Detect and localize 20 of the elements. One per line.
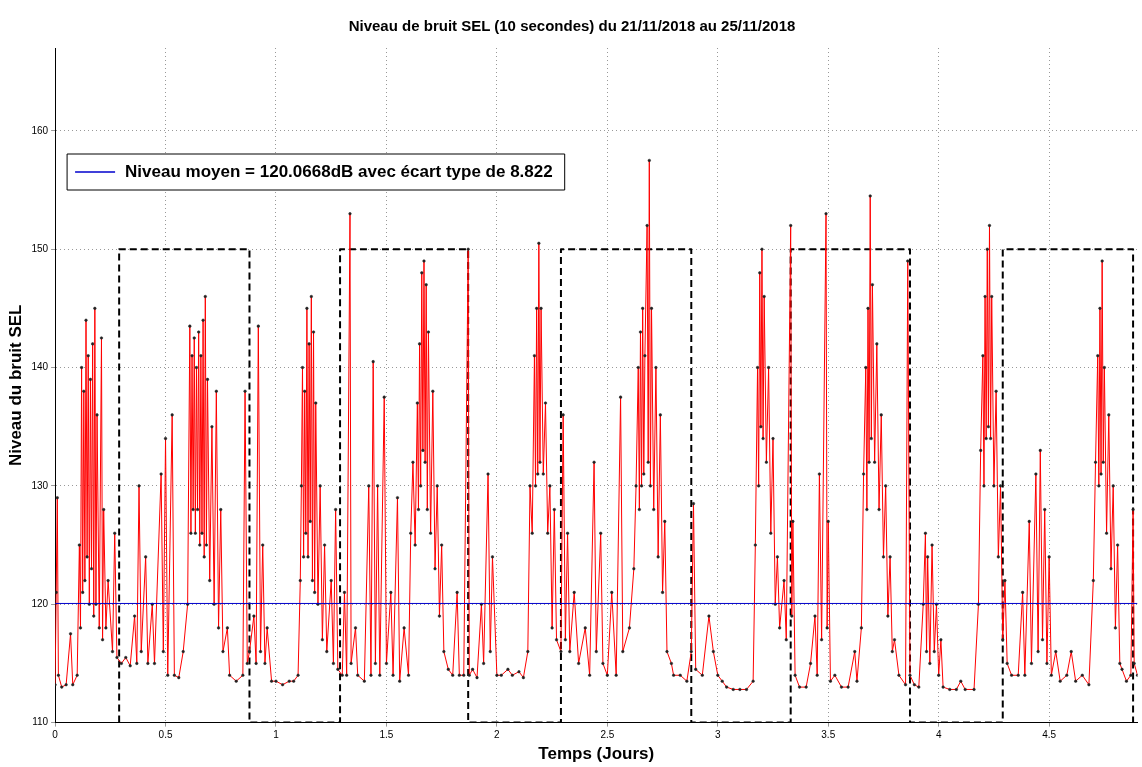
y-axis-title: Niveau du bruit SEL <box>5 304 25 467</box>
y-tick-label: 120 <box>31 598 49 609</box>
x-tick-label: 2.5 <box>600 729 615 741</box>
y-tick-label: 140 <box>31 361 49 373</box>
x-tick-label: 4.5 <box>1042 729 1057 741</box>
x-tick-label: 4 <box>935 729 942 741</box>
x-tick-label: 3 <box>715 729 722 741</box>
y-tick-label: 110 <box>32 716 49 728</box>
y-tick-label: 130 <box>31 479 49 491</box>
x-tick-label: 0 <box>52 729 59 741</box>
legend-label: Niveau moyen = 120.0668dB avec écart type de 8.822 <box>125 161 553 181</box>
y-tick-label: 160 <box>31 124 49 136</box>
x-axis-title: Temps (Jours) <box>538 744 655 764</box>
chart-title: Niveau de bruit SEL (10 secondes) du 21/11/2018 au 25/11/2018 <box>348 17 796 35</box>
x-tick-label: 2 <box>494 729 501 741</box>
x-tick-label: 1.5 <box>379 729 394 741</box>
y-tick-label: 150 <box>31 242 49 254</box>
x-tick-label: 0.5 <box>158 729 173 741</box>
x-tick-label: 3.5 <box>821 729 836 741</box>
x-tick-label: 1 <box>273 729 280 741</box>
